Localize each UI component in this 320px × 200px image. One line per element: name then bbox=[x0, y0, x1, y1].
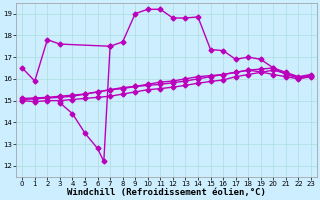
X-axis label: Windchill (Refroidissement éolien,°C): Windchill (Refroidissement éolien,°C) bbox=[67, 188, 266, 197]
